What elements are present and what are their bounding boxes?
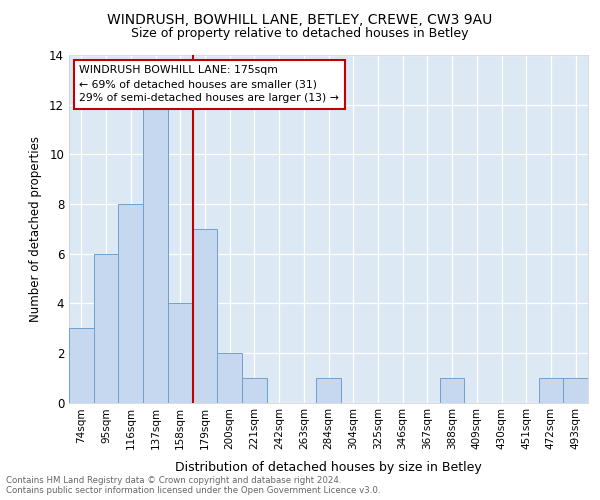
Bar bbox=[242, 378, 267, 402]
Bar bbox=[168, 303, 193, 402]
Bar bbox=[316, 378, 341, 402]
Bar bbox=[94, 254, 118, 402]
Y-axis label: Number of detached properties: Number of detached properties bbox=[29, 136, 42, 322]
Bar bbox=[69, 328, 94, 402]
X-axis label: Distribution of detached houses by size in Betley: Distribution of detached houses by size … bbox=[175, 460, 482, 473]
Text: Contains HM Land Registry data © Crown copyright and database right 2024.
Contai: Contains HM Land Registry data © Crown c… bbox=[6, 476, 380, 495]
Bar bbox=[539, 378, 563, 402]
Bar bbox=[143, 104, 168, 403]
Bar bbox=[217, 353, 242, 403]
Bar bbox=[118, 204, 143, 402]
Bar bbox=[563, 378, 588, 402]
Bar bbox=[193, 229, 217, 402]
Bar bbox=[440, 378, 464, 402]
Text: WINDRUSH, BOWHILL LANE, BETLEY, CREWE, CW3 9AU: WINDRUSH, BOWHILL LANE, BETLEY, CREWE, C… bbox=[107, 12, 493, 26]
Text: Size of property relative to detached houses in Betley: Size of property relative to detached ho… bbox=[131, 28, 469, 40]
Text: WINDRUSH BOWHILL LANE: 175sqm
← 69% of detached houses are smaller (31)
29% of s: WINDRUSH BOWHILL LANE: 175sqm ← 69% of d… bbox=[79, 66, 339, 104]
